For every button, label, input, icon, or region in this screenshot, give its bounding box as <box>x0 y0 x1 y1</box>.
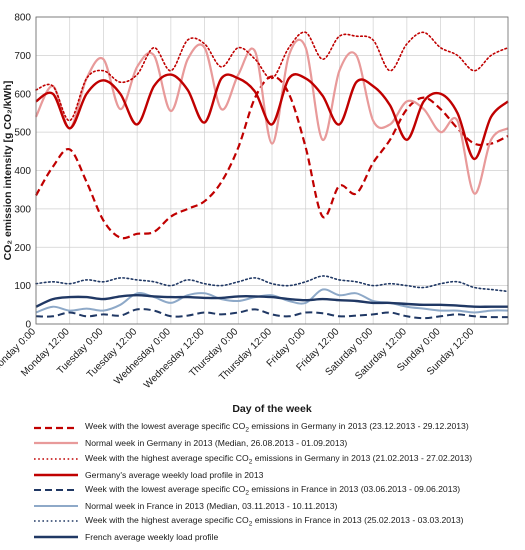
series-line-2 <box>35 38 509 195</box>
x-axis-title: Day of the week <box>232 403 312 415</box>
legend-label: Week with the lowest average specific CO… <box>85 483 461 497</box>
legend-item: Normal week in Germany in 2013 (Median, … <box>33 436 518 452</box>
legend-item: Week with the lowest average specific CO… <box>33 482 518 498</box>
legend-item: Normal week in France in 2013 (Median, 0… <box>33 498 518 514</box>
y-tick-label: 100 <box>14 281 31 292</box>
chart-series <box>35 31 509 320</box>
legend-label: Normal week in France in 2013 (Median, 0… <box>85 500 338 511</box>
legend-label: Week with the lowest average specific CO… <box>85 421 469 435</box>
chart-legend: Week with the lowest average specific CO… <box>33 420 518 545</box>
legend-item: French average weekly load profile <box>33 529 518 545</box>
y-tick-label: 200 <box>14 243 31 254</box>
legend-swatch <box>34 473 78 476</box>
series-line-5 <box>35 308 509 320</box>
legend-label: Germany's average weekly load profile in… <box>85 469 264 480</box>
legend-swatch <box>34 489 78 492</box>
legend-swatch <box>34 426 78 429</box>
legend-swatch <box>34 442 78 445</box>
y-tick-label: 800 <box>14 13 31 24</box>
legend-item: Germany's average weekly load profile in… <box>33 467 518 483</box>
legend-item: Week with the lowest average specific CO… <box>33 420 518 436</box>
legend-label: Week with the highest average specific C… <box>85 452 473 466</box>
legend-swatch <box>34 504 78 507</box>
legend-label: Normal week in Germany in 2013 (Median, … <box>85 438 348 449</box>
legend-label: Week with the highest average specific C… <box>85 515 464 528</box>
series-line-6 <box>35 288 509 314</box>
y-tick-label: 600 <box>14 89 31 100</box>
series-line-8 <box>35 293 508 308</box>
legend-item: Week with the highest average specific C… <box>33 514 518 530</box>
series-line-3 <box>35 31 509 122</box>
legend-label: French average weekly load profile <box>85 531 219 542</box>
y-tick-label: 700 <box>14 51 31 62</box>
chart-grid <box>35 16 508 325</box>
y-tick-label: 300 <box>14 204 31 215</box>
y-tick-label: 400 <box>14 166 31 177</box>
legend-swatch <box>34 535 78 539</box>
y-tick-label: 0 <box>25 320 31 331</box>
plot-frame <box>35 16 509 325</box>
legend-swatch <box>34 520 78 523</box>
y-tick-labels: 0 100 200 300 400 500 600 700 800 <box>14 13 31 331</box>
series-line-1 <box>35 75 509 240</box>
series-line-4 <box>35 73 509 161</box>
series-line-7 <box>35 275 509 293</box>
x-tick-label: Wednesday 12:00 <box>142 326 207 391</box>
y-tick-label: 500 <box>14 128 31 139</box>
co2-intensity-chart: 0 100 200 300 400 500 600 700 800 Monday 0:00Mon… <box>0 13 509 415</box>
legend-item: Week with the highest average specific C… <box>33 451 518 467</box>
y-axis-title: CO₂ emission intensity [g CO₂/kWh] <box>2 81 14 261</box>
legend-swatch <box>34 458 78 460</box>
